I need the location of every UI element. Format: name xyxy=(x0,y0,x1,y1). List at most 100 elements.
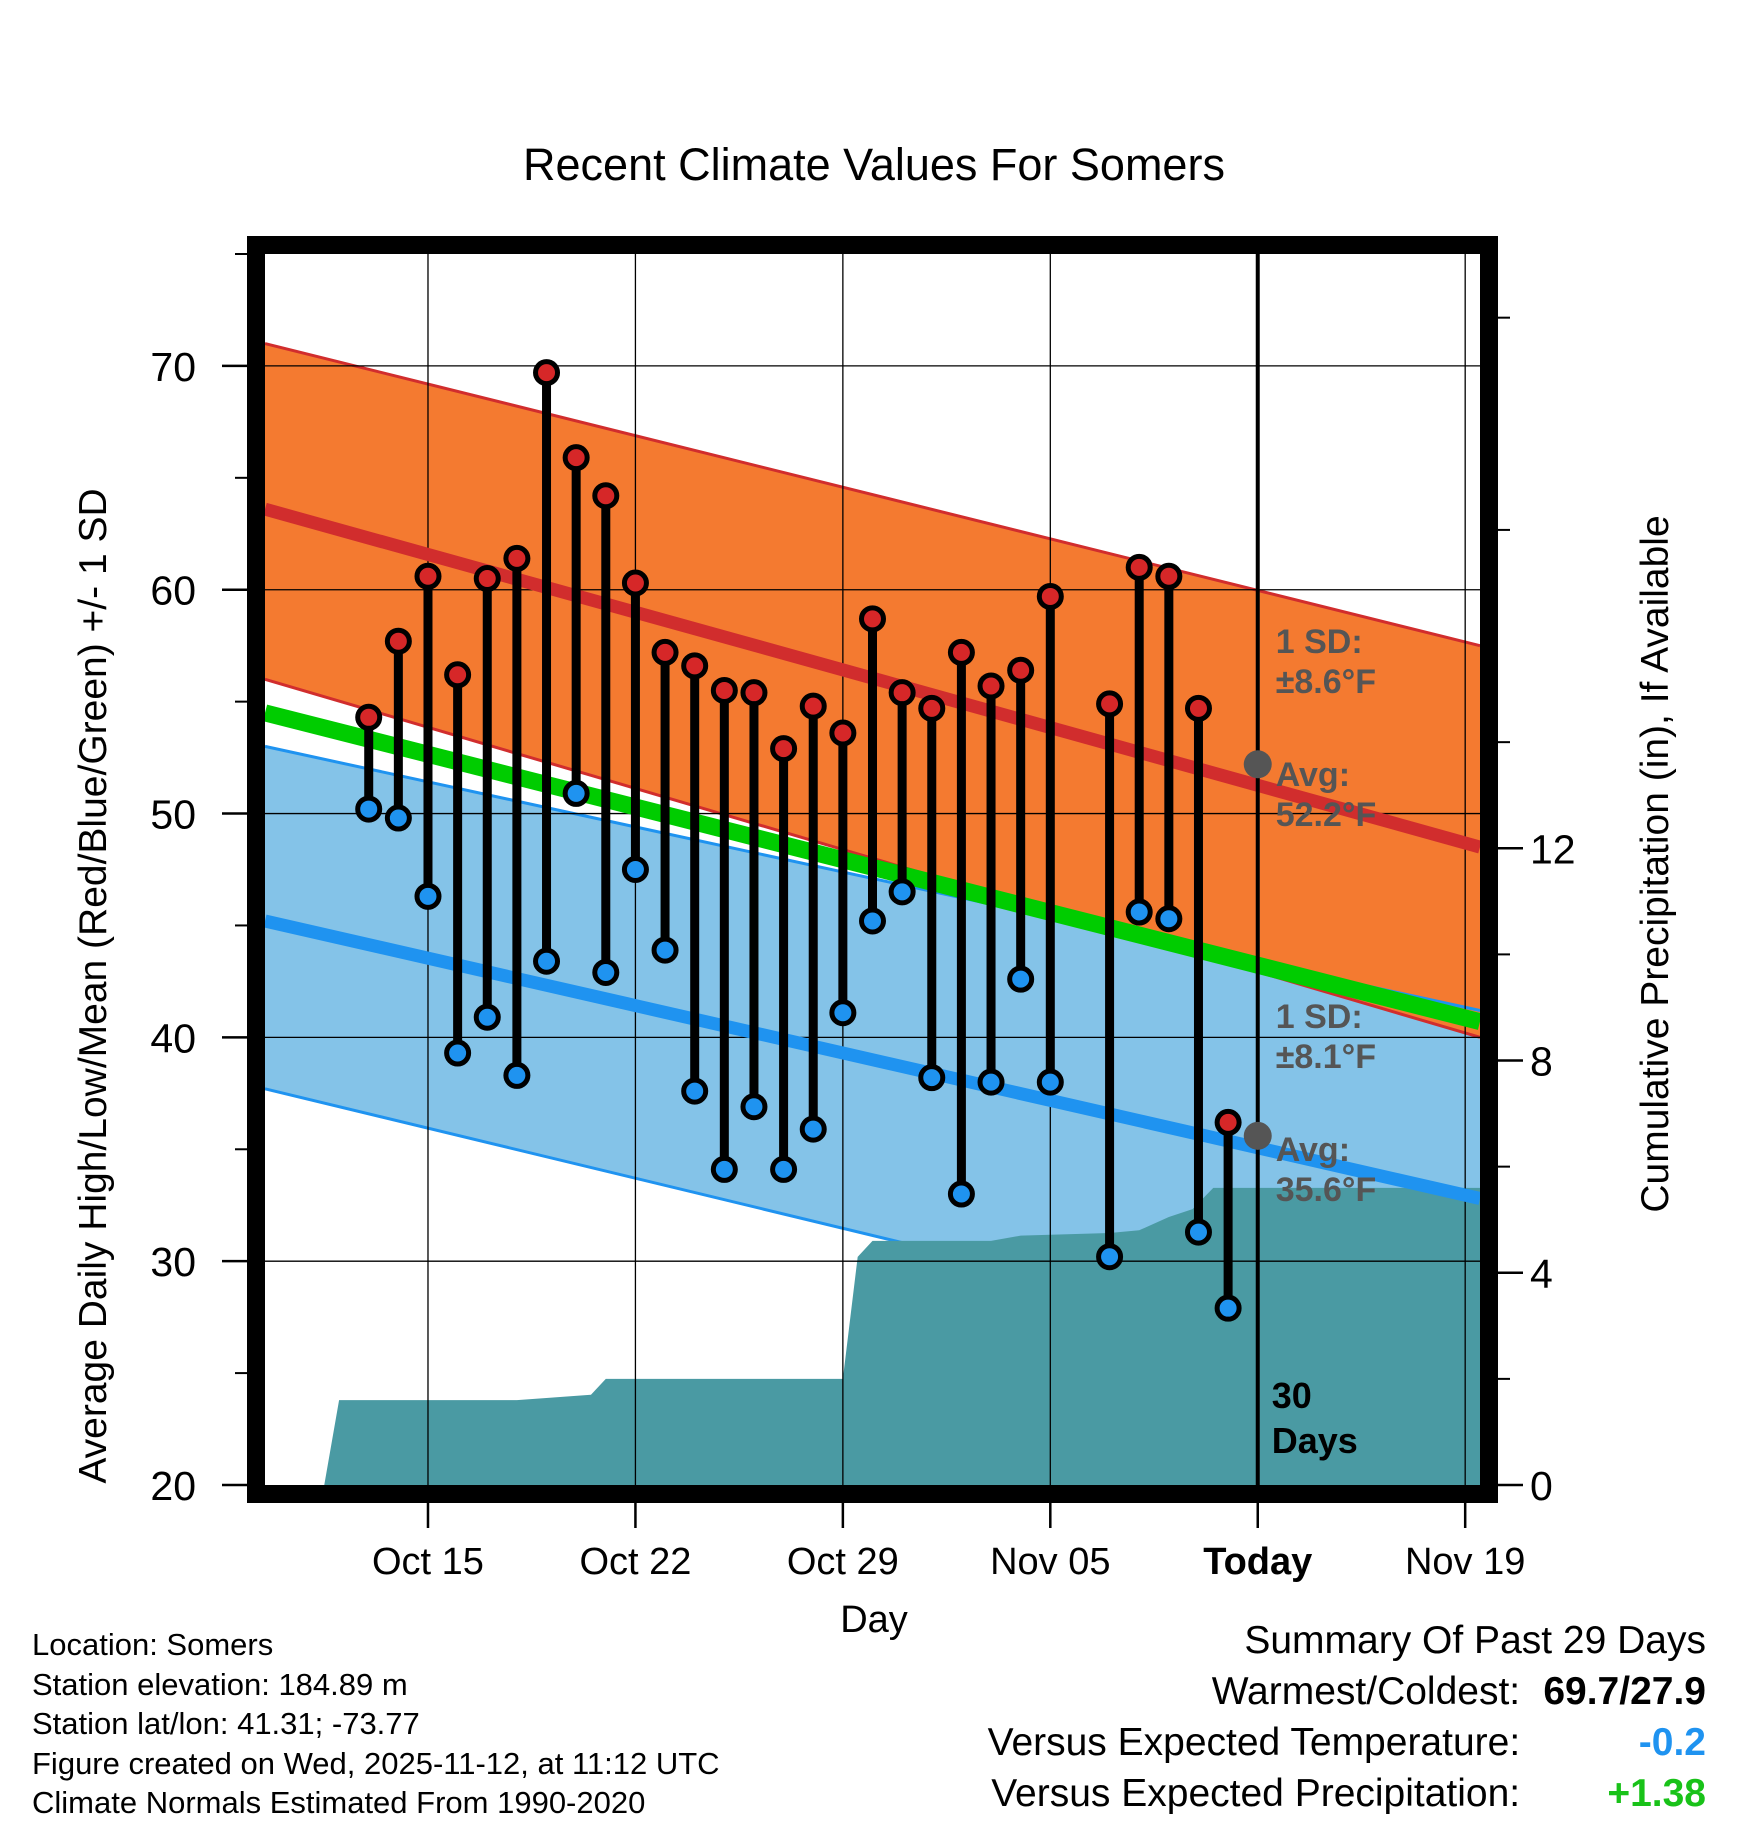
low-temp-point xyxy=(355,795,383,823)
y2-tick-label: 0 xyxy=(1530,1463,1553,1509)
precipitation-area xyxy=(324,1187,1480,1485)
y2-tick-label: 12 xyxy=(1530,826,1576,872)
high-temp-point xyxy=(681,652,709,680)
low-temp-point xyxy=(1096,1243,1124,1271)
high-temp-point xyxy=(384,627,412,655)
high-temp-point xyxy=(770,735,798,763)
plot-frame xyxy=(247,236,1498,1503)
low-temp-point xyxy=(681,1077,709,1105)
low-temp-point xyxy=(829,999,857,1027)
y-tick-label: 20 xyxy=(150,1463,196,1509)
high-temp-point xyxy=(651,638,679,666)
location-text: Location: Somers xyxy=(32,1627,274,1662)
low-temp-point xyxy=(888,878,916,906)
high-upper-sd-edge xyxy=(264,342,1481,648)
y2-tick-label: 4 xyxy=(1530,1251,1553,1297)
high-avg-dot xyxy=(1243,750,1272,779)
high-temp-point xyxy=(977,672,1005,700)
low-temp-point xyxy=(1007,965,1035,993)
y2-tick-label: 8 xyxy=(1530,1039,1553,1085)
high-temp-point xyxy=(710,676,738,704)
warmest-coldest-value: 69.7/27.9 xyxy=(1543,1670,1706,1713)
low-avg-value: 35.6°F xyxy=(1276,1171,1377,1209)
high-temp-point xyxy=(1036,582,1064,610)
high-temp-point xyxy=(1214,1108,1242,1136)
normals-text: Climate Normals Estimated From 1990-2020 xyxy=(32,1785,646,1820)
high-temp-point xyxy=(1155,562,1183,590)
latlon-text: Station lat/lon: 41.31; -73.77 xyxy=(32,1706,420,1741)
grid-lines xyxy=(265,254,1480,1485)
high-temp-point xyxy=(533,359,561,387)
low-temp-point xyxy=(947,1180,975,1208)
temperature-departure-value: -0.2 xyxy=(1638,1721,1706,1764)
high-temp-point xyxy=(1184,694,1212,722)
precipitation-departure-value: +1.38 xyxy=(1607,1772,1706,1815)
low-temp-point xyxy=(592,958,620,986)
high-temp-point xyxy=(799,692,827,720)
low-normal-line xyxy=(263,914,1482,1205)
high-temp-point xyxy=(740,679,768,707)
low-sd-label: 1 SD: xyxy=(1276,998,1363,1036)
today-days-label: Days xyxy=(1272,1420,1358,1461)
high-temp-point xyxy=(859,605,886,633)
low-avg-label: Avg: xyxy=(1276,1131,1350,1169)
daily-series xyxy=(355,359,1242,1322)
high-temp-point xyxy=(1007,656,1035,684)
low-temp-point xyxy=(473,1003,501,1031)
low-temp-point xyxy=(710,1155,738,1183)
y-tick-label: 60 xyxy=(150,568,196,614)
high-temp-point xyxy=(888,679,916,707)
chart-title: Recent Climate Values For Somers xyxy=(523,139,1225,190)
low-temp-point xyxy=(799,1115,827,1143)
x-tick-label-today: Today xyxy=(1203,1541,1312,1583)
high-avg-value: 52.2°F xyxy=(1276,796,1377,834)
y-tick-label: 40 xyxy=(150,1015,196,1061)
high-temp-point xyxy=(355,703,383,731)
high-temp-point xyxy=(444,661,472,689)
low-temp-point xyxy=(918,1064,946,1092)
x-tick-label: Nov 05 xyxy=(990,1541,1110,1583)
elevation-text: Station elevation: 184.89 m xyxy=(32,1666,408,1702)
low-temp-point xyxy=(503,1061,531,1089)
warmest-coldest-label: Warmest/Coldest: xyxy=(1211,1670,1521,1713)
x-axis-label: Day xyxy=(840,1599,908,1641)
low-temp-point xyxy=(859,907,886,935)
low-temp-point xyxy=(1125,898,1153,926)
summary-panel: Summary Of Past 29 Days Warmest/Coldest:… xyxy=(988,1615,1706,1819)
low-temp-point xyxy=(977,1068,1005,1096)
y-tick-label: 70 xyxy=(150,344,196,390)
station-info: Location: Somers Station elevation: 184.… xyxy=(32,1625,720,1823)
x-tick-label: Nov 19 xyxy=(1405,1541,1525,1583)
low-temp-point xyxy=(770,1155,798,1183)
high-temp-point xyxy=(1096,690,1124,718)
precipitation-departure-label: Versus Expected Precipitation: xyxy=(991,1772,1521,1815)
low-temp-point xyxy=(621,856,649,883)
high-temp-point xyxy=(503,544,531,572)
y-tick-label: 50 xyxy=(150,792,196,838)
low-temp-point xyxy=(1214,1294,1242,1322)
created-text: Figure created on Wed, 2025-11-12, at 11… xyxy=(32,1745,720,1781)
y-axis-label: Average Daily High/Low/Mean (Red/Blue/Gr… xyxy=(72,488,115,1483)
high-temp-point xyxy=(414,562,442,590)
low-temp-point xyxy=(384,804,412,832)
low-temp-point xyxy=(651,936,679,964)
temperature-departure-row: Versus Expected Temperature: -0.2 xyxy=(988,1717,1706,1768)
x-tick-label: Oct 15 xyxy=(372,1541,484,1583)
x-tick-label: Oct 22 xyxy=(579,1541,691,1583)
high-avg-label: Avg: xyxy=(1276,756,1350,794)
warmest-coldest-row: Warmest/Coldest: 69.7/27.9 xyxy=(988,1666,1706,1717)
low-temp-point xyxy=(444,1039,472,1067)
high-temp-point xyxy=(621,569,649,597)
high-sd-label: 1 SD: xyxy=(1276,623,1363,661)
low-temp-point xyxy=(414,882,442,910)
high-temp-point xyxy=(829,719,857,747)
y-tick-label: 30 xyxy=(150,1239,196,1285)
y2-axis-label: Cumulative Precipitation (in), If Availa… xyxy=(1634,515,1677,1212)
summary-title: Summary Of Past 29 Days xyxy=(1244,1619,1706,1662)
low-temp-point xyxy=(1184,1218,1212,1246)
high-sd-value: ±8.6°F xyxy=(1276,663,1376,701)
high-temp-point xyxy=(1125,553,1153,581)
